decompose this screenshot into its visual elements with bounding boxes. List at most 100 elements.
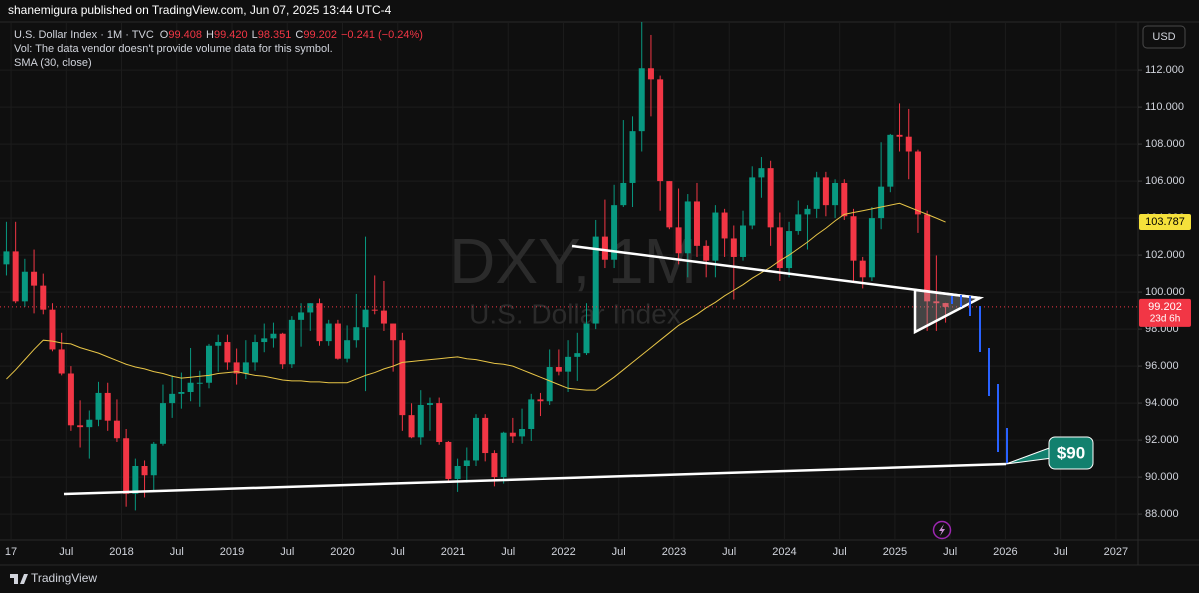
legend-change: −0.241 (−0.24%) bbox=[341, 29, 423, 41]
x-tick-label: 2018 bbox=[109, 546, 133, 558]
branding[interactable]: TradingView bbox=[10, 571, 97, 585]
candle-body bbox=[473, 417, 480, 461]
candle-body bbox=[242, 362, 249, 374]
price-badge bbox=[1139, 298, 1191, 327]
candle-body bbox=[758, 168, 765, 178]
support-trendline bbox=[63, 462, 1007, 496]
candle-body bbox=[233, 362, 240, 374]
candle-body bbox=[463, 460, 470, 466]
x-tick-label: Jul bbox=[280, 546, 294, 558]
watermark: DXY, 1M U.S. Dollar Index bbox=[449, 225, 697, 329]
y-tick-label: 88.000 bbox=[1145, 508, 1179, 520]
candle-body bbox=[555, 367, 562, 372]
currency-button-box[interactable] bbox=[1142, 25, 1186, 49]
candle-body bbox=[67, 373, 74, 426]
legend-key: C bbox=[295, 29, 303, 41]
candle-body bbox=[592, 236, 599, 324]
candle-body bbox=[113, 420, 120, 439]
candle-body bbox=[77, 425, 84, 428]
candle-body bbox=[933, 301, 940, 304]
sma-line bbox=[6, 202, 946, 391]
candle-body bbox=[270, 333, 277, 339]
candle-body bbox=[454, 466, 461, 479]
watermark-symbol: DXY, 1M bbox=[449, 225, 697, 297]
candle-body bbox=[380, 310, 387, 324]
candle-body bbox=[638, 68, 645, 132]
legend-symbol: U.S. Dollar Index · 1M · TVC bbox=[14, 29, 154, 41]
callout-text: $90 bbox=[1057, 443, 1085, 462]
y-tick-label: 92.000 bbox=[1145, 434, 1179, 446]
price-badge-label: 99.202 bbox=[1148, 301, 1182, 313]
legend-key: H bbox=[206, 29, 214, 41]
candle-body bbox=[712, 212, 719, 261]
candle-body bbox=[491, 453, 498, 478]
candle-body bbox=[12, 251, 19, 302]
candle-body bbox=[887, 134, 894, 187]
candle-body bbox=[150, 443, 157, 476]
candle-body bbox=[40, 285, 47, 310]
candle-body bbox=[914, 151, 921, 215]
candle-body bbox=[583, 323, 590, 354]
x-tick-label: 2023 bbox=[662, 546, 686, 558]
x-tick-label: Jul bbox=[833, 546, 847, 558]
y-tick-label: 106.000 bbox=[1145, 175, 1185, 187]
candle-body bbox=[841, 182, 848, 217]
candle-body bbox=[417, 404, 424, 438]
candle-body bbox=[730, 238, 737, 257]
candle-body bbox=[832, 182, 839, 206]
candle-body bbox=[500, 432, 507, 478]
candle-body bbox=[666, 181, 673, 228]
x-tick-label: 2026 bbox=[993, 546, 1017, 558]
watermark-name: U.S. Dollar Index bbox=[469, 298, 681, 329]
x-tick-label: 2022 bbox=[551, 546, 575, 558]
candle-body bbox=[288, 319, 295, 365]
sma-badge bbox=[1139, 214, 1191, 231]
x-tick-label: 2025 bbox=[883, 546, 907, 558]
axis-layer: 88.00090.00092.00094.00096.00098.000100.… bbox=[5, 64, 1191, 558]
candle-body bbox=[206, 345, 213, 383]
y-tick-label: 96.000 bbox=[1145, 360, 1179, 372]
event-icon[interactable] bbox=[932, 520, 952, 540]
candle-body bbox=[657, 79, 664, 182]
candle-body bbox=[279, 333, 286, 365]
candle-body bbox=[21, 271, 28, 302]
candle-body bbox=[178, 392, 185, 394]
y-tick-label: 102.000 bbox=[1145, 249, 1185, 261]
candle-body bbox=[629, 131, 636, 183]
y-tick-label: 100.000 bbox=[1145, 286, 1185, 298]
candle-body bbox=[822, 177, 829, 206]
sma-badge-label: 103.787 bbox=[1145, 216, 1185, 228]
candle-body bbox=[307, 303, 314, 313]
candle-body bbox=[132, 466, 139, 494]
currency-button[interactable]: USD bbox=[1142, 25, 1186, 49]
candle-body bbox=[408, 415, 415, 438]
candle-body bbox=[740, 225, 747, 257]
candle-body bbox=[703, 245, 710, 261]
branding-text[interactable]: TradingView bbox=[31, 571, 97, 585]
triangle-pattern bbox=[913, 288, 985, 335]
x-tick-label: 2027 bbox=[1104, 546, 1128, 558]
candle-body bbox=[896, 134, 903, 137]
y-tick-label: 112.000 bbox=[1145, 64, 1184, 76]
candle-body bbox=[169, 393, 176, 404]
indicator-label[interactable]: SMA (30, close) bbox=[14, 57, 92, 69]
candle-body bbox=[776, 227, 783, 269]
candle-body bbox=[261, 338, 268, 343]
legend-value: 99.420 bbox=[214, 29, 248, 41]
candle-body bbox=[620, 182, 627, 206]
candle-body bbox=[399, 340, 406, 416]
candle-body bbox=[482, 417, 489, 454]
candle-body bbox=[942, 303, 949, 307]
candle-body bbox=[786, 231, 793, 269]
candle-body bbox=[371, 309, 378, 311]
candle-body bbox=[924, 214, 931, 302]
x-tick-label: 2019 bbox=[220, 546, 244, 558]
candle-body bbox=[684, 201, 691, 254]
x-tick-label: Jul bbox=[501, 546, 515, 558]
x-tick-label: Jul bbox=[612, 546, 626, 558]
candle-body bbox=[878, 186, 885, 219]
countdown-label: 23d 6h bbox=[1150, 314, 1181, 325]
currency-button-label[interactable]: USD bbox=[1152, 31, 1175, 43]
candle-body bbox=[647, 68, 654, 80]
